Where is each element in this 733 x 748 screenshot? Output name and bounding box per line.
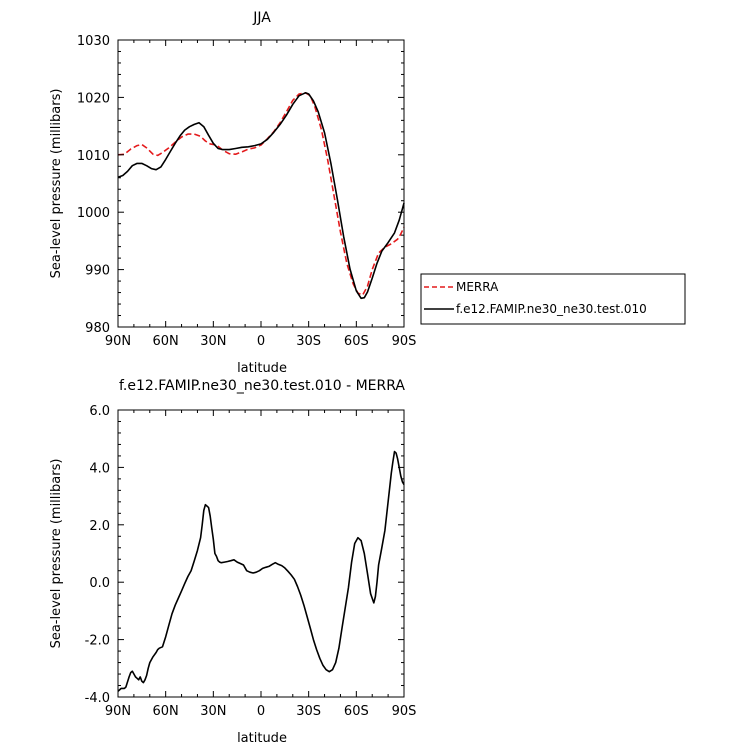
panel-top: JJA 90N 60N 30N 0 30S 60S 90S 980 990 1000 1010 10… (49, 10, 686, 376)
x-tick-label: 90N (105, 334, 131, 349)
x-tick-label: 90S (392, 704, 417, 719)
series-line-f-e12-famip-ne30-ne30-test-010 (117, 92, 405, 300)
x-tick-label: 60S (344, 334, 369, 349)
legend-box (420, 273, 686, 325)
series-line-difference (117, 450, 405, 692)
y-axis: -4.0 -2.0 0.0 2.0 4.0 6.0 (85, 404, 404, 706)
legend-entry-model: f.e12.FAMIP.ne30_ne30.test.010 (456, 302, 647, 316)
y-tick-label: 1000 (77, 206, 110, 221)
y-axis-label: Sea-level pressure (millibars) (49, 459, 64, 649)
y-axis-label: Sea-level pressure (millibars) (49, 89, 64, 279)
plot-frame (117, 39, 405, 328)
y-tick-label: -2.0 (85, 634, 110, 649)
x-axis-label: latitude (237, 361, 287, 376)
x-axis: 90N 60N 30N 0 30S 60S 90S (105, 40, 417, 349)
series-line-merra (117, 92, 405, 296)
y-axis: 980 990 1000 1010 1020 1030 (77, 34, 404, 336)
x-tick-label: 90N (105, 704, 131, 719)
x-tick-label: 0 (257, 334, 265, 349)
y-tick-label: 1020 (77, 91, 110, 106)
x-tick-label: 60S (344, 704, 369, 719)
plot-frame (117, 409, 405, 698)
x-tick-label: 30N (200, 334, 226, 349)
y-tick-label: 6.0 (89, 404, 110, 419)
x-axis-label: latitude (237, 731, 287, 746)
x-tick-label: 60N (153, 704, 179, 719)
chart-title: JJA (252, 10, 271, 26)
y-tick-label: 980 (85, 321, 110, 336)
x-tick-label: 90S (392, 334, 417, 349)
y-tick-label: 4.0 (89, 461, 110, 476)
x-tick-label: 60N (153, 334, 179, 349)
y-tick-label: 990 (85, 264, 110, 279)
y-tick-label: 1030 (77, 34, 110, 49)
y-tick-label: 2.0 (89, 519, 110, 534)
x-axis: 90N 60N 30N 0 30S 60S 90S (105, 410, 417, 719)
plot-area (117, 92, 405, 300)
x-tick-label: 30S (296, 704, 321, 719)
y-tick-label: 0.0 (89, 576, 110, 591)
chart-title: f.e12.FAMIP.ne30_ne30.test.010 - MERRA (119, 378, 405, 394)
y-tick-label: 1010 (77, 149, 110, 164)
legend-entry-merra: MERRA (456, 280, 499, 294)
x-tick-label: 0 (257, 704, 265, 719)
x-tick-label: 30S (296, 334, 321, 349)
legend: MERRA f.e12.FAMIP.ne30_ne30.test.010 (420, 273, 686, 325)
plot-area (117, 450, 405, 692)
y-tick-label: -4.0 (85, 691, 110, 706)
x-tick-label: 30N (200, 704, 226, 719)
panel-bottom: f.e12.FAMIP.ne30_ne30.test.010 - MERRA 9… (49, 378, 416, 746)
